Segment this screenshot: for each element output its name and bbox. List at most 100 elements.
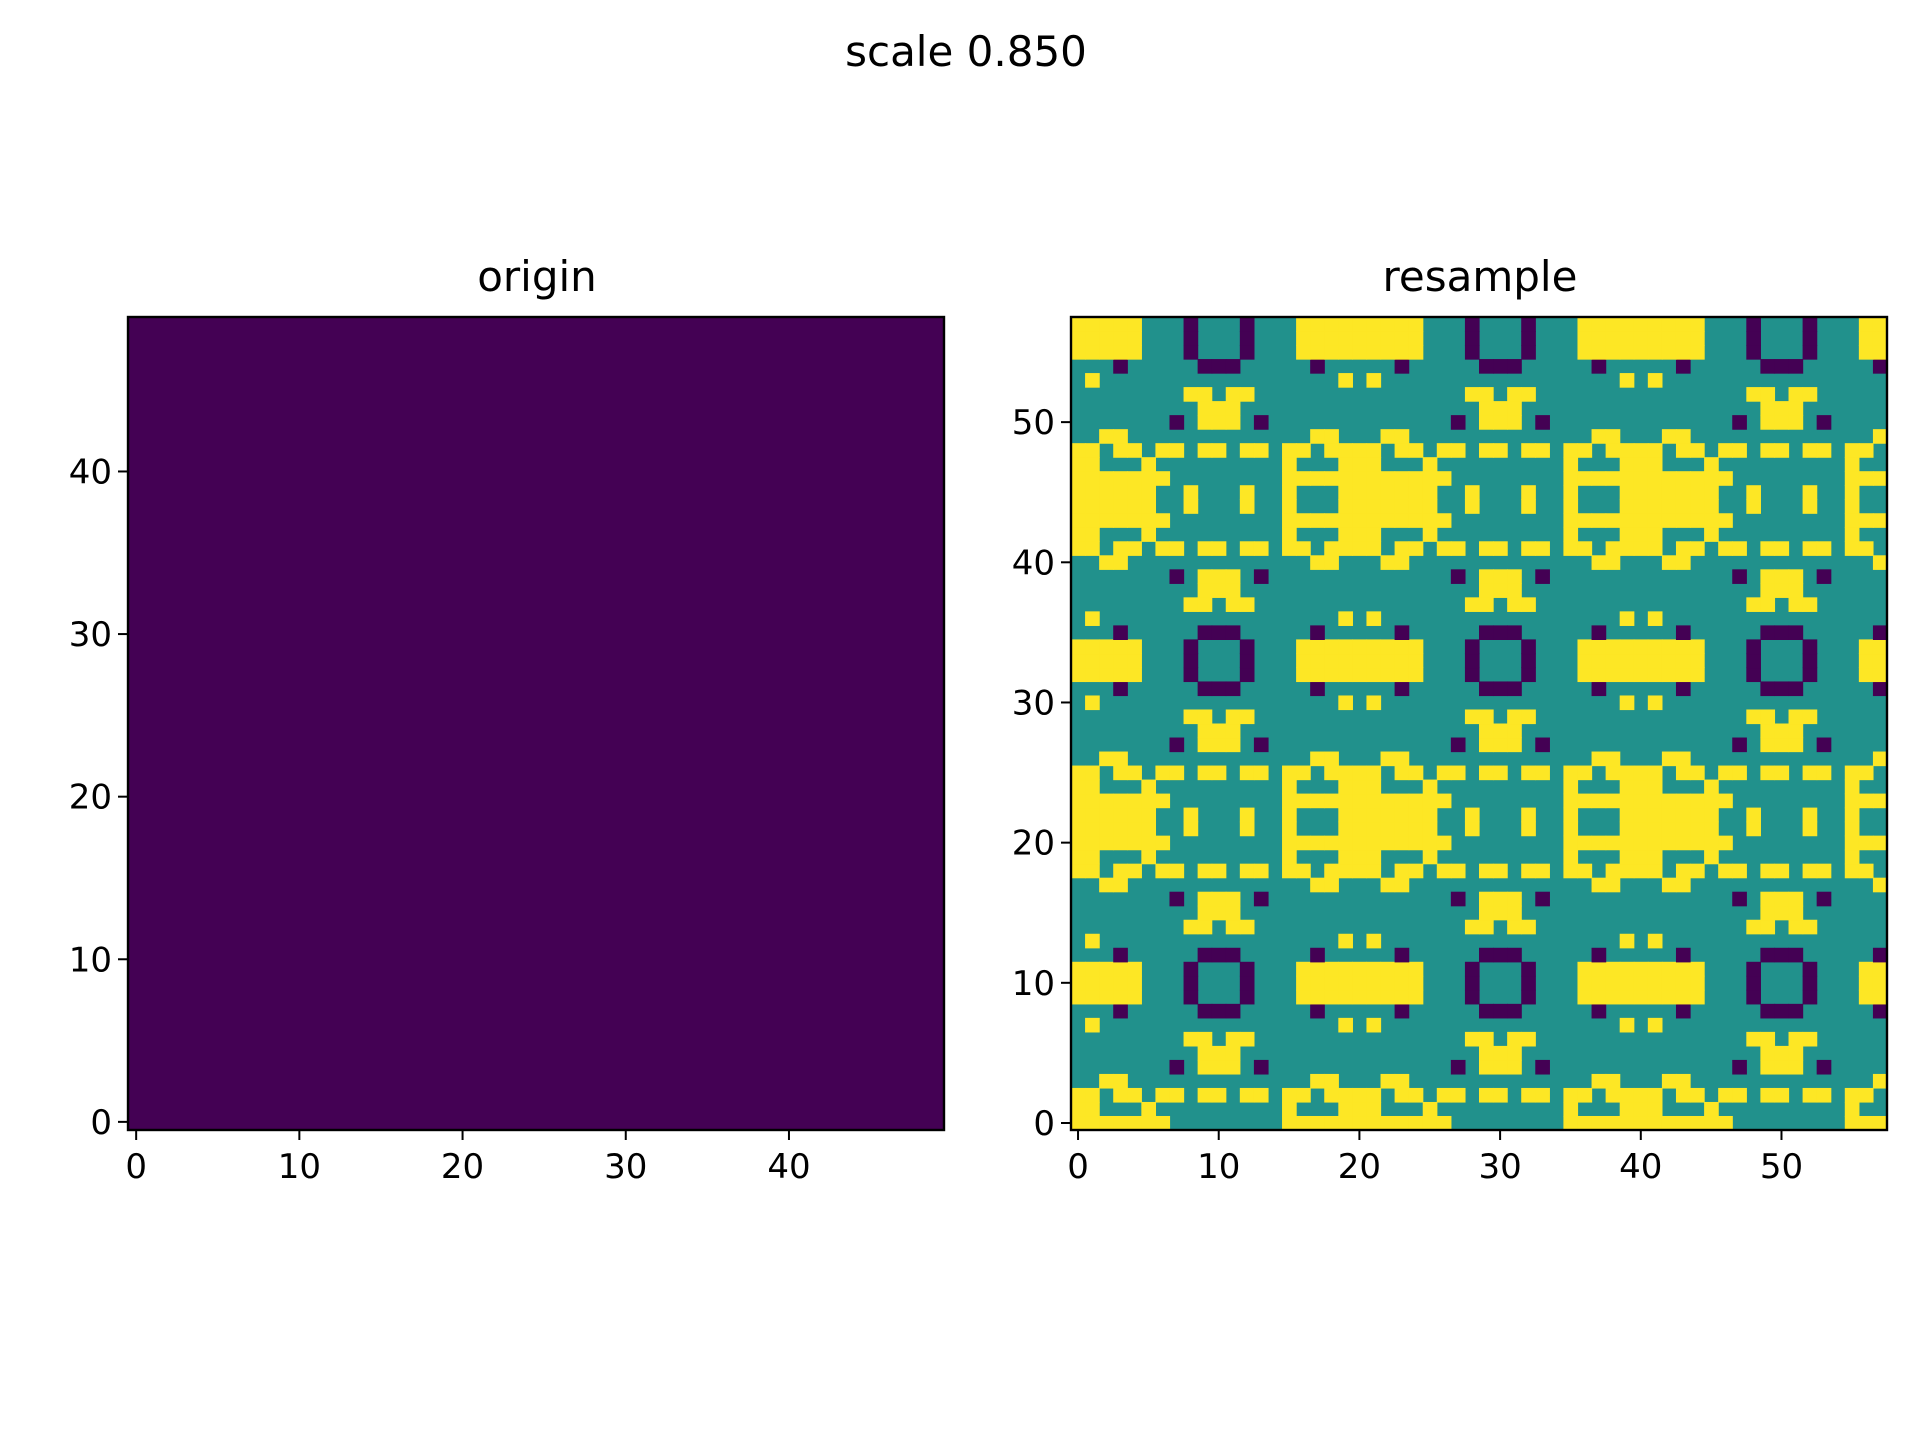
heatmap-cell xyxy=(1732,1059,1747,1075)
heatmap-cell xyxy=(1225,359,1241,374)
heatmap-cell xyxy=(1647,611,1663,626)
heatmap-cell xyxy=(1310,835,1325,851)
heatmap-cell xyxy=(1521,807,1536,823)
heatmap-cell xyxy=(1324,975,1339,991)
heatmap-cell xyxy=(1619,765,1635,781)
heatmap-cell xyxy=(1760,625,1776,640)
heatmap-cell xyxy=(1099,653,1114,669)
heatmap-cell xyxy=(1408,1115,1424,1131)
heatmap-cell xyxy=(1563,835,1579,851)
heatmap-cell xyxy=(1324,443,1339,458)
heatmap-cell xyxy=(1296,863,1311,879)
heatmap-cell xyxy=(1085,961,1100,977)
heatmap-cell xyxy=(1127,541,1142,556)
heatmap-cell xyxy=(1296,513,1311,528)
heatmap-cell xyxy=(1127,793,1142,809)
heatmap-cell xyxy=(1394,793,1410,809)
heatmap-cell xyxy=(1690,317,1705,332)
axes-origin: origin 0 10 20 30 40 0 10 20 30 40 xyxy=(69,252,946,1187)
heatmap-cell xyxy=(1366,331,1382,346)
heatmap-cell xyxy=(1113,877,1128,893)
heatmap-cell xyxy=(1675,667,1691,683)
heatmap-cell xyxy=(1521,639,1536,655)
heatmap-cell xyxy=(1774,1045,1790,1061)
heatmap-cell xyxy=(1521,443,1536,458)
heatmap-cell xyxy=(1197,359,1213,374)
heatmap-cell xyxy=(1085,695,1100,711)
heatmap-cell xyxy=(1619,849,1635,865)
heatmap-cell xyxy=(1577,765,1593,781)
heatmap-cell xyxy=(1338,807,1353,823)
heatmap-cell xyxy=(1422,499,1438,514)
heatmap-cell xyxy=(1858,975,1874,991)
heatmap-cell xyxy=(1239,709,1255,725)
heatmap-cell xyxy=(1239,821,1255,837)
heatmap-cell xyxy=(1071,653,1086,669)
heatmap-cell xyxy=(1394,639,1410,655)
heatmap-cell xyxy=(1127,471,1142,486)
heatmap-cell xyxy=(1802,541,1818,556)
heatmap-cell xyxy=(1352,807,1368,823)
heatmap-cell xyxy=(1633,471,1649,486)
heatmap-cell xyxy=(1661,821,1677,837)
heatmap-cell xyxy=(1338,1017,1353,1033)
heatmap-cell xyxy=(1464,317,1480,332)
heatmap-cell xyxy=(1858,667,1874,683)
heatmap-cell xyxy=(1690,765,1705,781)
heatmap-cell xyxy=(1521,597,1536,612)
heatmap-cell xyxy=(1563,807,1579,823)
heatmap-cell xyxy=(1324,751,1339,767)
heatmap-cell xyxy=(1647,541,1663,556)
heatmap-cell xyxy=(1099,989,1114,1005)
heatmap-cell xyxy=(1141,807,1157,823)
heatmap-cell xyxy=(1310,975,1325,991)
heatmap-cell xyxy=(1394,359,1410,374)
heatmap-cell xyxy=(1099,345,1114,360)
heatmap-cell xyxy=(1675,835,1691,851)
heatmap-cell xyxy=(1802,597,1818,612)
heatmap-cell xyxy=(1085,527,1100,542)
heatmap-cell xyxy=(1493,765,1508,781)
heatmap-cell xyxy=(1760,1045,1776,1061)
heatmap-cell xyxy=(1450,765,1466,781)
heatmap-cell xyxy=(1211,1059,1227,1075)
heatmap-cell xyxy=(1507,905,1522,921)
heatmap-cell xyxy=(1338,695,1353,711)
heatmap-cell xyxy=(1352,1115,1368,1131)
heatmap-cell xyxy=(1479,737,1494,753)
heatmap-cell xyxy=(1183,821,1199,837)
heatmap-cell xyxy=(1535,1087,1550,1103)
heatmap-cell xyxy=(1507,569,1522,584)
heatmap-cell xyxy=(1380,989,1396,1005)
heatmap-cell xyxy=(1338,667,1353,683)
heatmap-cell xyxy=(1788,1003,1804,1019)
heatmap-image-origin xyxy=(128,317,944,1130)
heatmap-cell xyxy=(1394,625,1410,640)
heatmap-cell xyxy=(1366,639,1382,655)
heatmap-cell xyxy=(1858,863,1874,879)
heatmap-cell xyxy=(1802,639,1818,655)
heatmap-cell xyxy=(1296,471,1311,486)
heatmap-cell xyxy=(1746,345,1761,360)
heatmap-cell xyxy=(1661,471,1677,486)
heatmap-cell xyxy=(1225,737,1241,753)
heatmap-cell xyxy=(1760,1059,1776,1075)
heatmap-cell xyxy=(1647,653,1663,669)
heatmap-cell xyxy=(1718,471,1733,486)
heatmap-cell xyxy=(1085,975,1100,991)
heatmap-cell xyxy=(1746,989,1761,1005)
heatmap-cell xyxy=(1774,737,1790,753)
heatmap-cell xyxy=(1661,345,1677,360)
heatmap-cell xyxy=(1296,1087,1311,1103)
heatmap-cell xyxy=(1366,765,1382,781)
heatmap-cell xyxy=(1507,1045,1522,1061)
heatmap-cell xyxy=(1577,1087,1593,1103)
heatmap-cell xyxy=(1085,989,1100,1005)
heatmap-cell xyxy=(1647,485,1663,500)
heatmap-cell xyxy=(1408,667,1424,683)
heatmap-cell xyxy=(1802,821,1818,837)
heatmap-cell xyxy=(1493,891,1508,907)
heatmap-cell xyxy=(1366,611,1382,626)
heatmap-cell xyxy=(1408,821,1424,837)
